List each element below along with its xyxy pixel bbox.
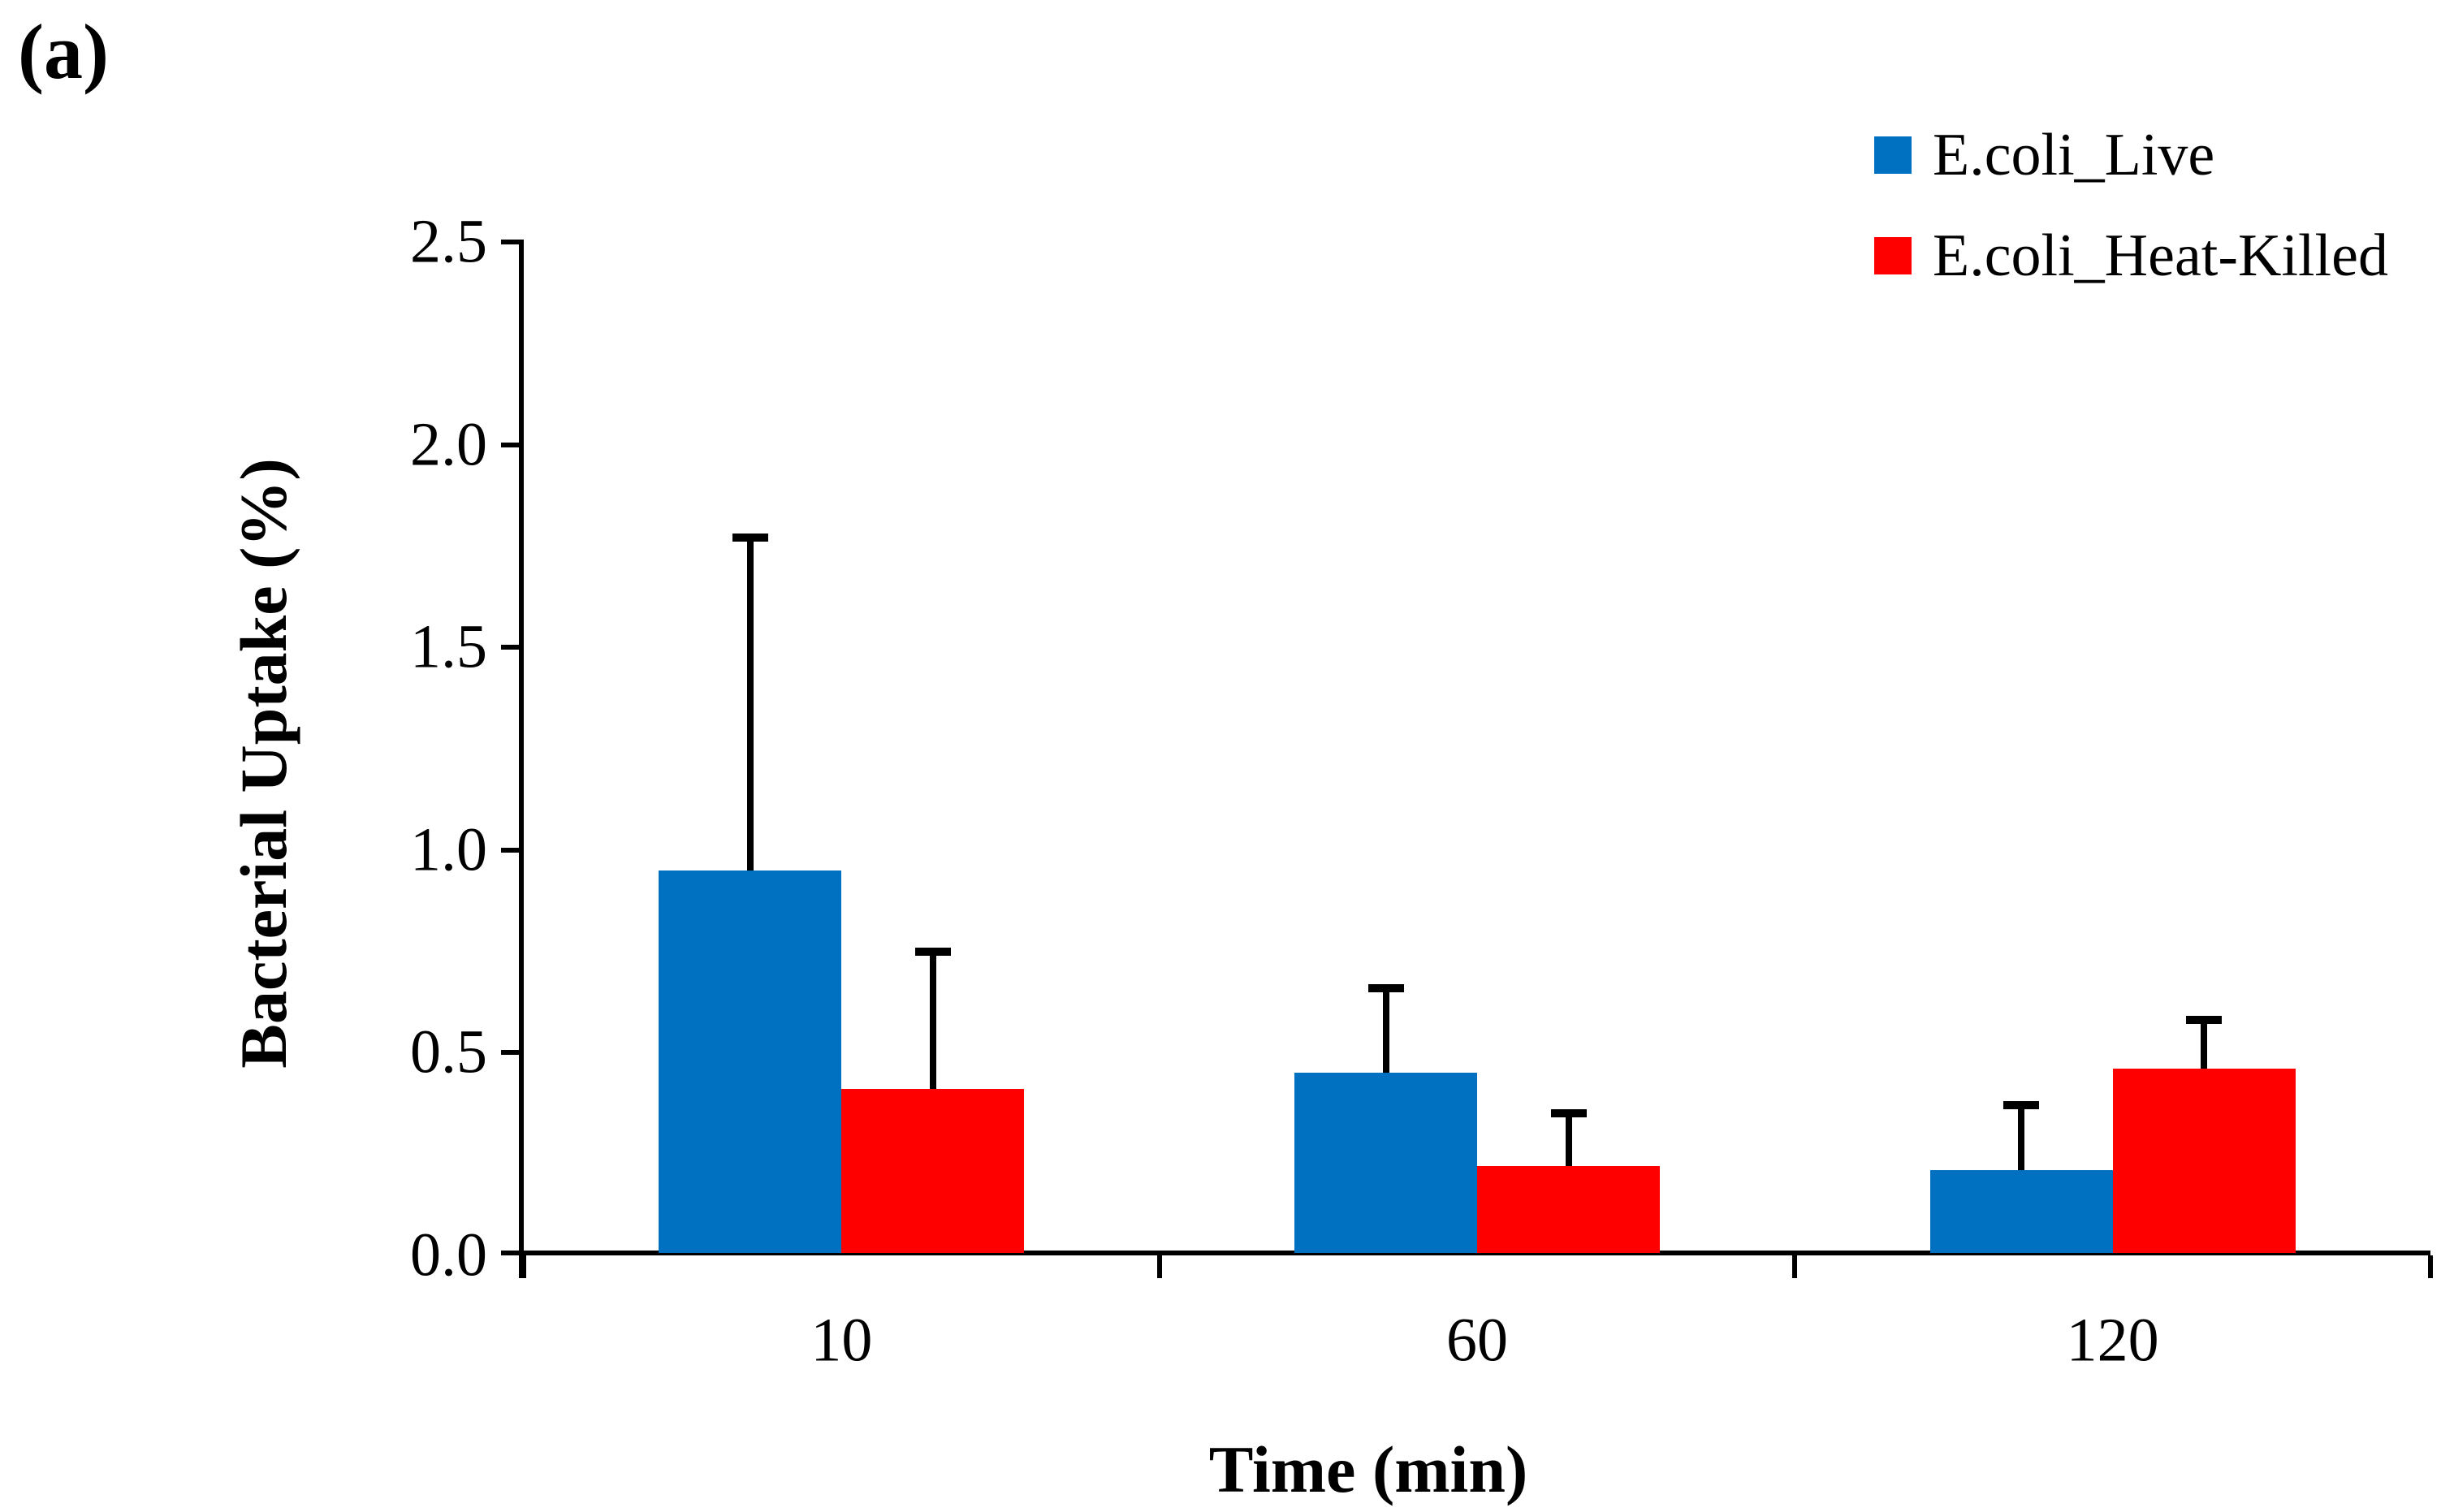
error-bar-line bbox=[1382, 983, 1389, 1074]
y-axis-line bbox=[519, 242, 524, 1278]
error-bar-cap bbox=[1550, 1109, 1587, 1118]
legend-item-E.coli_Heat-Killed: E.coli_Heat-Killed bbox=[1874, 222, 2388, 289]
bar-E.coli_Heat-Killed-10 bbox=[841, 1089, 1025, 1253]
y-tick bbox=[501, 240, 524, 244]
error-bar-cap bbox=[732, 534, 768, 542]
bar-E.coli_Live-120 bbox=[1929, 1170, 2113, 1253]
legend-label: E.coli_Heat-Killed bbox=[1933, 222, 2388, 289]
bar-E.coli_Live-10 bbox=[659, 870, 842, 1253]
y-tick bbox=[501, 442, 524, 447]
y-tick-label: 1.5 bbox=[410, 612, 487, 681]
legend-swatch-icon bbox=[1874, 136, 1912, 174]
legend-swatch-icon bbox=[1874, 237, 1912, 274]
bar-E.coli_Heat-Killed-60 bbox=[1477, 1166, 1660, 1253]
y-tick-label: 2.0 bbox=[410, 410, 487, 479]
error-bar-cap bbox=[2186, 1016, 2223, 1025]
error-bar-line bbox=[2201, 1016, 2208, 1069]
error-bar-line bbox=[746, 534, 754, 870]
x-tick bbox=[1792, 1255, 1798, 1278]
error-bar-line bbox=[1565, 1109, 1572, 1167]
legend-item-E.coli_Live: E.coli_Live bbox=[1874, 122, 2388, 188]
error-bar-line bbox=[929, 947, 936, 1090]
panel-label: (a) bbox=[18, 8, 109, 95]
error-bar-line bbox=[2018, 1101, 2025, 1171]
y-axis-title: Bacterial Uptake (%) bbox=[227, 458, 300, 1069]
y-tick-label: 2.5 bbox=[410, 207, 487, 276]
y-tick bbox=[501, 1050, 524, 1056]
x-category-label: 60 bbox=[1446, 1306, 1508, 1375]
y-tick-label: 1.0 bbox=[410, 815, 487, 884]
x-tick bbox=[1156, 1255, 1162, 1278]
x-tick bbox=[521, 1255, 526, 1278]
bar-E.coli_Heat-Killed-120 bbox=[2112, 1069, 2296, 1253]
legend: E.coli_Live E.coli_Heat-Killed bbox=[1874, 122, 2388, 289]
error-bar-cap bbox=[2003, 1101, 2040, 1110]
y-tick bbox=[501, 847, 524, 853]
x-axis-title: Time (min) bbox=[1208, 1432, 1528, 1506]
error-bar-cap bbox=[914, 947, 951, 956]
legend-label: E.coli_Live bbox=[1933, 122, 2215, 188]
bar-E.coli_Live-60 bbox=[1294, 1073, 1477, 1253]
x-category-label: 120 bbox=[2066, 1306, 2159, 1375]
x-tick bbox=[2428, 1255, 2433, 1278]
error-bar-cap bbox=[1367, 983, 1404, 992]
x-axis-line bbox=[501, 1251, 2430, 1255]
y-tick bbox=[501, 645, 524, 650]
x-category-label: 10 bbox=[810, 1306, 873, 1375]
y-tick-label: 0.5 bbox=[410, 1017, 487, 1086]
y-tick-label: 0.0 bbox=[410, 1220, 487, 1290]
